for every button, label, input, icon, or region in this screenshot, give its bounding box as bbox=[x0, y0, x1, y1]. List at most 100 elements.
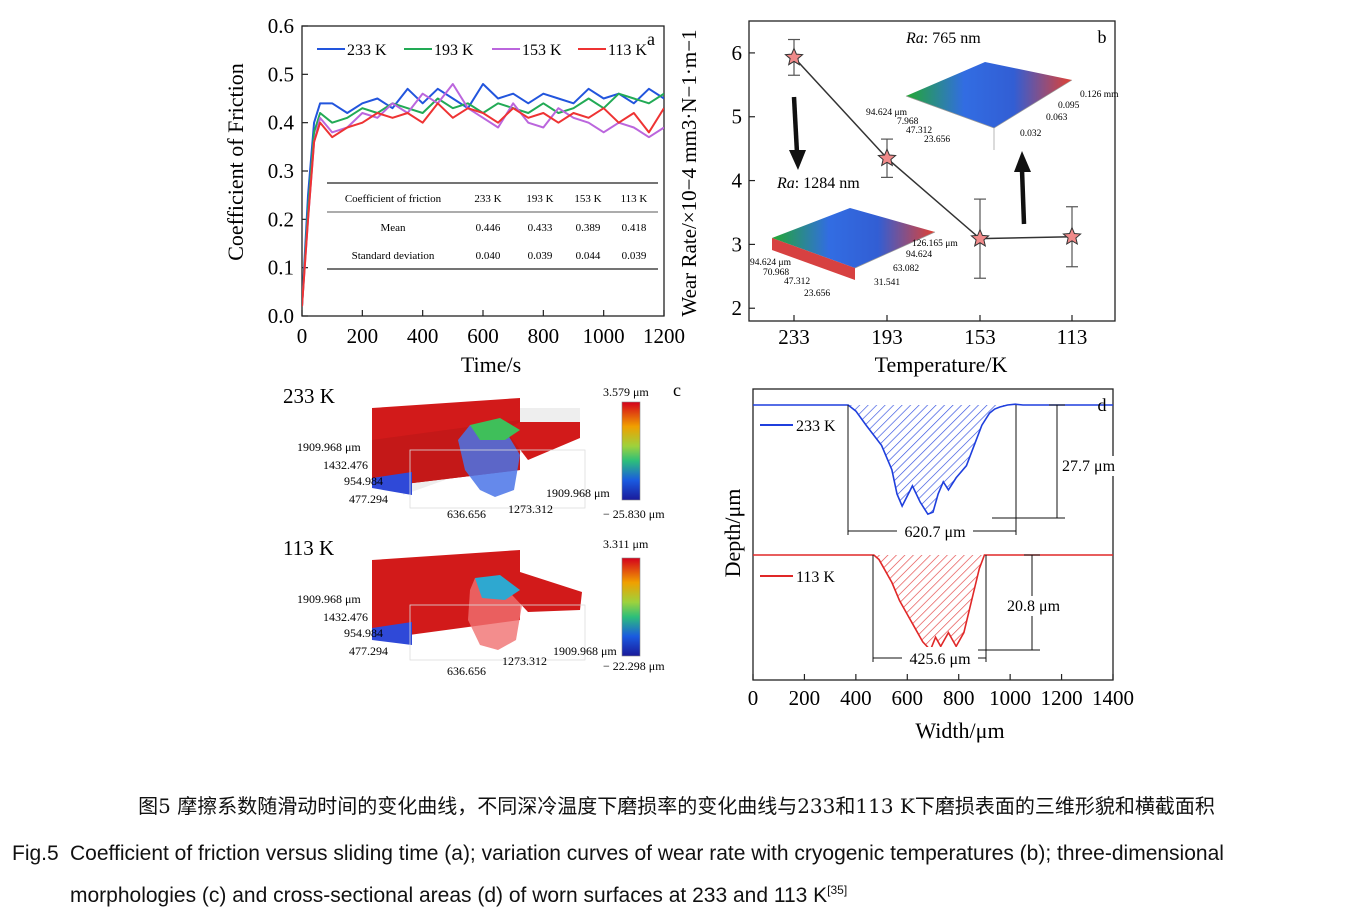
table-header: 233 K bbox=[474, 193, 501, 205]
a-xtick-label: 600 bbox=[467, 324, 499, 348]
b-point bbox=[877, 147, 897, 167]
a-series-193K bbox=[302, 92, 664, 307]
panel-d-xlabel: Width/μm bbox=[915, 718, 1004, 743]
surface-233k bbox=[372, 398, 586, 509]
d-legend-label: 113 K bbox=[796, 569, 835, 586]
d-area-233K bbox=[753, 404, 1113, 515]
a-legend-label: 233 K bbox=[347, 42, 387, 59]
table-cell: 0.433 bbox=[528, 222, 553, 234]
ra-765: Ra: 765 nm bbox=[905, 30, 981, 47]
panel-b-ylabel: Wear Rate/×10−4 mm3·N−1·m−1 bbox=[677, 29, 701, 316]
panel-a-ylabel: Coefficient of Friction bbox=[223, 63, 248, 261]
c-xlabel: 636.656 bbox=[447, 664, 486, 678]
a-xtick-label: 800 bbox=[528, 324, 560, 348]
d-width-label: 425.6 μm bbox=[909, 651, 971, 668]
b-xtick-label: 153 bbox=[964, 325, 996, 349]
a-ytick-label: 0.1 bbox=[268, 256, 294, 280]
b-point bbox=[784, 47, 804, 66]
table-cell: Mean bbox=[380, 222, 406, 234]
c-ylabel: 477.294 bbox=[349, 644, 388, 658]
table-cell: 0.039 bbox=[622, 250, 647, 262]
a-legend-label: 193 K bbox=[434, 42, 474, 59]
d-series-233K bbox=[753, 403, 1113, 516]
c-ylabel: 954.984 bbox=[344, 474, 383, 488]
d-legend-label: 233 K bbox=[796, 418, 836, 435]
d-xtick-label: 0 bbox=[748, 686, 759, 710]
a-ytick-label: 0.6 bbox=[268, 14, 294, 38]
a-ytick-label: 0.4 bbox=[268, 111, 295, 135]
b-inset-bottom-label: 23.656 bbox=[804, 289, 830, 299]
c-ylabel: 1432.476 bbox=[323, 458, 368, 472]
b-inset-top-label: 47.312 bbox=[906, 126, 932, 136]
c-xlabel: 1909.968 μm bbox=[546, 486, 610, 500]
a-legend-label: 113 K bbox=[608, 42, 647, 59]
panel-a-frame bbox=[301, 25, 665, 317]
b-ytick-label: 2 bbox=[732, 296, 743, 320]
d-xtick-label: 1200 bbox=[1041, 686, 1083, 710]
table-cell: 0.389 bbox=[576, 222, 601, 234]
b-inset-bottom-label: 63.082 bbox=[893, 264, 919, 274]
table-header: 193 K bbox=[526, 193, 553, 205]
d-xtick-label: 600 bbox=[892, 686, 924, 710]
table-header: Coefficient of friction bbox=[345, 193, 442, 205]
c-plot-title: 233 K bbox=[283, 384, 335, 408]
b-ytick-label: 3 bbox=[732, 232, 743, 256]
figure-5: 0 200 400 600 800 1000 1200 0.0 0.1 0.2 0.3 0.4 0.5 0… bbox=[223, 14, 1134, 743]
c-ylabel: 954.984 bbox=[344, 626, 383, 640]
d-area-113K bbox=[753, 555, 1113, 650]
table-cell: 0.446 bbox=[476, 222, 501, 234]
d-xtick-label: 400 bbox=[840, 686, 872, 710]
caption-line2: morphologies (c) and cross-sectional are… bbox=[70, 884, 828, 907]
a-ytick-label: 0.5 bbox=[268, 62, 294, 86]
table-header: 153 K bbox=[574, 193, 601, 205]
panel-b-frame bbox=[748, 20, 1116, 322]
b-xtick-label: 193 bbox=[871, 325, 903, 349]
caption-english: Fig.5 Coefficient of friction versus slid… bbox=[12, 836, 1342, 914]
caption-label: Fig.5 bbox=[12, 842, 59, 865]
panel-d-cross-section: 0 200 400 600 800 1000 1200 1400 620.7 μm 27.7 μ… bbox=[720, 388, 1134, 743]
c-colorbar-min: − 22.298 μm bbox=[603, 659, 665, 673]
c-colorbar-max: 3.579 μm bbox=[603, 385, 649, 399]
a-series-113K bbox=[302, 102, 664, 307]
down-arrow bbox=[789, 96, 806, 170]
panel-c-3d-morphology: c 233 K 3.579 μm − 25.830 μm 1909.968 μm 143… bbox=[283, 380, 681, 678]
c-plot-title: 113 K bbox=[283, 536, 334, 560]
b-inset-bottom-label: 94.624 μm bbox=[750, 258, 792, 268]
c-xlabel: 1273.312 bbox=[502, 654, 547, 668]
d-xtick-label: 1400 bbox=[1092, 686, 1134, 710]
b-inset-top-label: 0.126 mm bbox=[1080, 90, 1119, 100]
c-ylabel: 477.294 bbox=[349, 492, 388, 506]
d-xtick-label: 800 bbox=[943, 686, 975, 710]
a-ytick-label: 0.0 bbox=[268, 304, 294, 328]
b-inset-bottom-label: 94.624 bbox=[906, 250, 932, 260]
b-inset-bottom-label: 31.541 bbox=[874, 278, 900, 288]
up-arrow bbox=[1014, 151, 1031, 225]
c-xlabel: 1909.968 μm bbox=[553, 644, 617, 658]
table-cell: 0.044 bbox=[576, 250, 601, 262]
d-xtick-label: 1000 bbox=[989, 686, 1031, 710]
panel-d-ylabel: Depth/μm bbox=[720, 489, 745, 578]
b-inset-bottom-label: 47.312 bbox=[784, 277, 810, 287]
table-cell: Standard deviation bbox=[352, 250, 435, 262]
a-legend-label: 153 K bbox=[522, 42, 562, 59]
table-cell: 0.040 bbox=[476, 250, 501, 262]
b-inset-top-label: 23.656 bbox=[924, 135, 950, 145]
b-inset-top-label: 0.095 bbox=[1058, 101, 1080, 111]
b-line bbox=[793, 56, 1073, 240]
c-ylabel: 1909.968 μm bbox=[297, 592, 361, 606]
c-ylabel: 1909.968 μm bbox=[297, 440, 361, 454]
c-xlabel: 1273.312 bbox=[508, 502, 553, 516]
panel-letter-c: c bbox=[673, 380, 681, 400]
b-xtick-label: 233 bbox=[778, 325, 810, 349]
a-xtick-label: 1200 bbox=[643, 324, 685, 348]
ra-1284: Ra: 1284 nm bbox=[776, 175, 860, 192]
inset-surface-113k bbox=[905, 62, 1073, 150]
panel-b-xlabel: Temperature/K bbox=[875, 352, 1008, 377]
surface-113k bbox=[372, 550, 586, 661]
a-ytick-label: 0.2 bbox=[268, 207, 294, 231]
inset-surface-233k bbox=[772, 208, 936, 280]
a-ytick-label: 0.3 bbox=[268, 159, 294, 183]
b-ytick-label: 5 bbox=[732, 105, 743, 129]
table-cell: 0.039 bbox=[528, 250, 553, 262]
c-colorbar-max: 3.311 μm bbox=[603, 537, 649, 551]
